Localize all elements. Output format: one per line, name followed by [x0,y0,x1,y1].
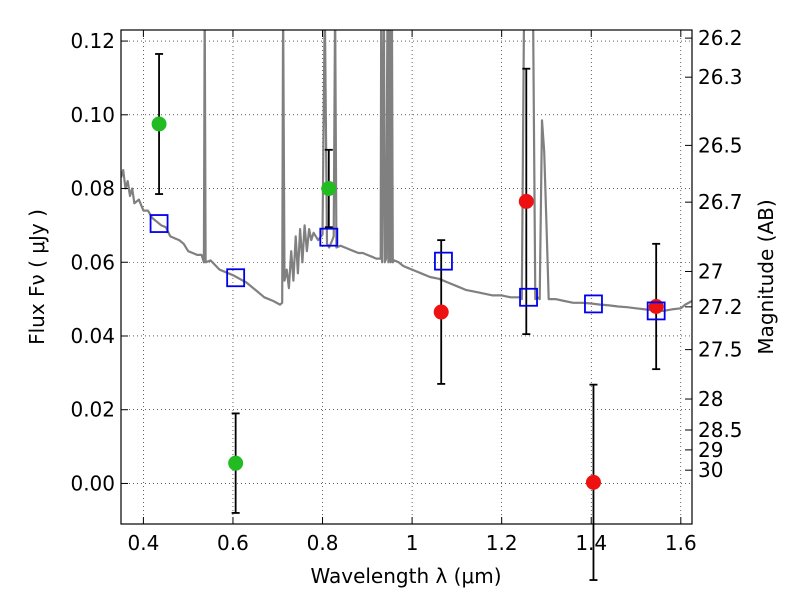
y2-tick-label: 26.5 [698,133,743,157]
axis-ticks: 0.4 0.6 0.8 1 1.2 1.4 1.6 0.00 0.02 0.04 0.06 0.08 0… [70,26,742,555]
x-tick-label: 0.4 [127,531,159,555]
data-point [228,455,244,471]
y2-tick-label: 27 [698,259,723,283]
y-axis-label: Flux Fν ( μJy ) [25,209,49,345]
plot-frame [120,29,693,525]
model-point [226,268,246,288]
x-tick-label: 1.6 [665,531,697,555]
y-tick-label: 0.00 [70,471,115,495]
model-point [319,227,339,247]
data-point [518,193,534,209]
y2-tick-label: 26.7 [698,190,743,214]
model-spectrum [121,30,692,312]
y2-tick-label: 26.3 [698,65,743,89]
y2-tick-label: 30 [698,458,723,482]
data-markers [149,116,666,490]
model-point [646,301,666,321]
y-tick-label: 0.02 [70,398,115,422]
data-point [585,474,601,490]
y-tick-label: 0.04 [70,324,115,348]
x-tick-label: 0.8 [307,531,339,555]
y2-axis-label: Magnitude (AB) [754,199,778,354]
y2-tick-label: 26.2 [698,26,743,50]
x-axis-label: Wavelength λ (μm) [310,564,501,588]
model-point [149,214,169,233]
x-tick-label: 1 [406,531,419,555]
model-point [519,287,538,307]
y2-tick-label: 27.5 [698,338,743,362]
y-tick-label: 0.08 [70,177,115,201]
data-point [433,304,449,320]
model-point [584,294,603,314]
spectrum-line [121,30,692,312]
y-tick-label: 0.06 [70,250,115,274]
x-tick-label: 1.4 [575,531,607,555]
data-point [151,116,167,132]
data-point [648,298,664,314]
x-tick-label: 0.6 [217,531,249,555]
y2-tick-label: 29 [698,438,723,462]
y2-tick-label: 27.2 [698,295,743,319]
x-tick-label: 1.2 [486,531,518,555]
model-point [434,251,453,271]
y-tick-label: 0.10 [70,103,115,127]
y2-tick-label: 28 [698,387,723,411]
y-tick-label: 0.12 [70,29,115,53]
data-point [321,181,337,197]
y2-tick-label: 28.5 [698,418,743,442]
